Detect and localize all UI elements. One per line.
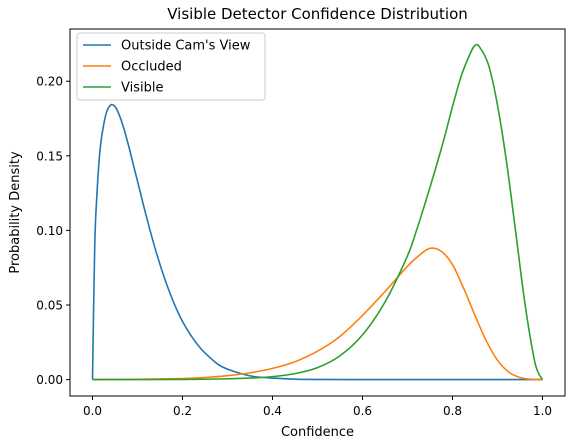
plot-frame xyxy=(69,28,566,397)
series-layer xyxy=(91,43,544,381)
legend-box xyxy=(76,32,266,101)
x-axis: 0.0 0.2 0.4 0.6 0.8 1.0 xyxy=(83,396,552,418)
x-tick-label: 0.4 xyxy=(263,404,282,418)
x-tick-label: 0.2 xyxy=(173,404,192,418)
y-axis-label: Probability Density xyxy=(8,151,23,274)
y-tick-label: 0.05 xyxy=(36,298,63,312)
plot-area xyxy=(69,28,566,397)
chart-title: Visible Detector Confidence Distribution xyxy=(167,5,468,23)
x-tick-label: 0.8 xyxy=(443,404,462,418)
legend-label-1: Occluded xyxy=(121,60,182,75)
legend-entries: Outside Cam's View Occluded Visible xyxy=(83,39,251,96)
y-tick-label: 0.00 xyxy=(36,373,63,387)
series-line-1 xyxy=(92,247,543,381)
y-tick-label: 0.15 xyxy=(36,149,63,163)
series-line-0 xyxy=(91,103,543,381)
x-axis-label: Confidence xyxy=(281,425,354,440)
legend-label-0: Outside Cam's View xyxy=(121,39,251,54)
legend: Outside Cam's View Occluded Visible xyxy=(76,32,266,101)
y-axis: 0.00 0.05 0.10 0.15 0.20 xyxy=(36,75,70,387)
legend-label-2: Visible xyxy=(121,81,163,96)
x-tick-label: 1.0 xyxy=(533,404,552,418)
y-tick-label: 0.10 xyxy=(36,224,63,238)
series-line-2 xyxy=(92,43,544,381)
y-tick-label: 0.20 xyxy=(36,75,63,89)
x-tick-label: 0.6 xyxy=(353,404,372,418)
x-tick-label: 0.0 xyxy=(83,404,102,418)
